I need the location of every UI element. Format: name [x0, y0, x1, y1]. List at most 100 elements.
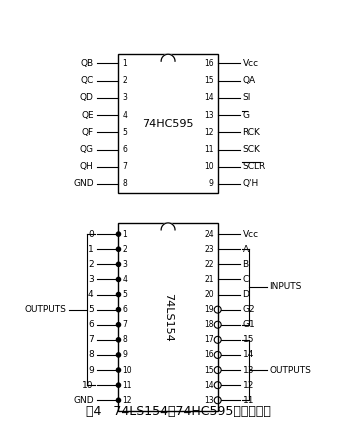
Text: G2: G2 [242, 305, 255, 314]
Text: INPUTS: INPUTS [269, 282, 302, 291]
Text: 7: 7 [122, 162, 127, 171]
Text: QH: QH [80, 162, 94, 171]
Text: 11: 11 [204, 145, 214, 154]
Text: 14: 14 [204, 380, 214, 389]
Text: 3: 3 [88, 275, 94, 284]
Circle shape [116, 247, 121, 251]
Text: 11: 11 [122, 380, 132, 389]
Text: 1: 1 [122, 59, 127, 68]
Circle shape [116, 277, 121, 282]
Text: 4: 4 [122, 110, 127, 119]
Text: 12: 12 [242, 380, 254, 389]
Text: Q'H: Q'H [242, 179, 259, 188]
Text: 13: 13 [204, 396, 214, 405]
Text: Vcc: Vcc [242, 229, 258, 239]
Text: 11: 11 [242, 396, 254, 405]
Polygon shape [161, 223, 175, 230]
Text: 22: 22 [204, 260, 214, 269]
Text: OUTPUTS: OUTPUTS [25, 305, 67, 314]
Text: 14: 14 [242, 351, 254, 360]
Circle shape [116, 338, 121, 342]
Text: G: G [242, 110, 250, 119]
Text: 8: 8 [88, 351, 94, 360]
Text: C: C [242, 275, 249, 284]
Text: 9: 9 [122, 351, 127, 360]
Text: 6: 6 [122, 305, 127, 314]
Text: 5: 5 [122, 128, 127, 137]
Text: 15: 15 [242, 336, 254, 345]
Bar [119, 54, 218, 193]
Circle shape [116, 232, 121, 236]
Polygon shape [161, 54, 175, 61]
Text: 2: 2 [122, 245, 127, 254]
Circle shape [116, 383, 121, 387]
Text: 13: 13 [242, 366, 254, 374]
Text: 10: 10 [122, 366, 132, 374]
Text: QD: QD [80, 93, 94, 102]
Text: 6: 6 [122, 145, 127, 154]
Text: QG: QG [80, 145, 94, 154]
Text: 3: 3 [122, 93, 127, 102]
Text: RCK: RCK [242, 128, 260, 137]
Text: 4: 4 [122, 275, 127, 284]
Text: D: D [242, 290, 249, 299]
Text: QB: QB [80, 59, 94, 68]
Text: 6: 6 [88, 320, 94, 329]
Text: 9: 9 [88, 366, 94, 374]
Circle shape [116, 323, 121, 327]
Text: 4: 4 [88, 290, 94, 299]
Text: 9: 9 [209, 179, 214, 188]
Text: 1: 1 [122, 229, 127, 239]
Text: G1: G1 [242, 320, 255, 329]
Text: QF: QF [82, 128, 94, 137]
Bar [119, 223, 218, 411]
Text: 74LS154: 74LS154 [163, 293, 173, 342]
Text: 24: 24 [204, 229, 214, 239]
Text: G: G [242, 106, 250, 115]
Text: SI: SI [242, 93, 251, 102]
Text: SCK: SCK [242, 145, 260, 154]
Text: 7: 7 [122, 320, 127, 329]
Text: Vcc: Vcc [242, 59, 258, 68]
Text: 17: 17 [204, 336, 214, 345]
Text: 12: 12 [204, 128, 214, 137]
Text: 19: 19 [204, 305, 214, 314]
Circle shape [116, 353, 121, 357]
Text: B: B [242, 260, 248, 269]
Text: 1: 1 [88, 245, 94, 254]
Text: QC: QC [80, 76, 94, 85]
Text: 21: 21 [204, 275, 214, 284]
Text: 图4   74LS154和74HC595管脚示意图: 图4 74LS154和74HC595管脚示意图 [85, 405, 271, 419]
Text: 5: 5 [88, 305, 94, 314]
Text: 0: 0 [88, 229, 94, 239]
Text: 15: 15 [204, 76, 214, 85]
Circle shape [116, 368, 121, 372]
Text: 10: 10 [82, 380, 94, 389]
Text: 7: 7 [88, 336, 94, 345]
Circle shape [116, 398, 121, 402]
Text: 13: 13 [204, 110, 214, 119]
Circle shape [116, 262, 121, 266]
Circle shape [116, 308, 121, 312]
Text: 20: 20 [204, 290, 214, 299]
Text: 23: 23 [204, 245, 214, 254]
Text: 2: 2 [122, 76, 127, 85]
Text: 12: 12 [122, 396, 132, 405]
Text: 16: 16 [204, 351, 214, 360]
Text: SCLR: SCLR [242, 157, 266, 166]
Text: 5: 5 [122, 290, 127, 299]
Text: 10: 10 [204, 162, 214, 171]
Text: 3: 3 [122, 260, 127, 269]
Text: 14: 14 [204, 93, 214, 102]
Circle shape [116, 292, 121, 297]
Text: QA: QA [242, 76, 256, 85]
Text: GND: GND [73, 179, 94, 188]
Text: SCLR: SCLR [242, 162, 266, 171]
Text: A: A [242, 245, 248, 254]
Text: 18: 18 [204, 320, 214, 329]
Text: 2: 2 [88, 260, 94, 269]
Text: GND: GND [73, 396, 94, 405]
Text: 15: 15 [204, 366, 214, 374]
Text: 16: 16 [204, 59, 214, 68]
Text: 8: 8 [122, 179, 127, 188]
